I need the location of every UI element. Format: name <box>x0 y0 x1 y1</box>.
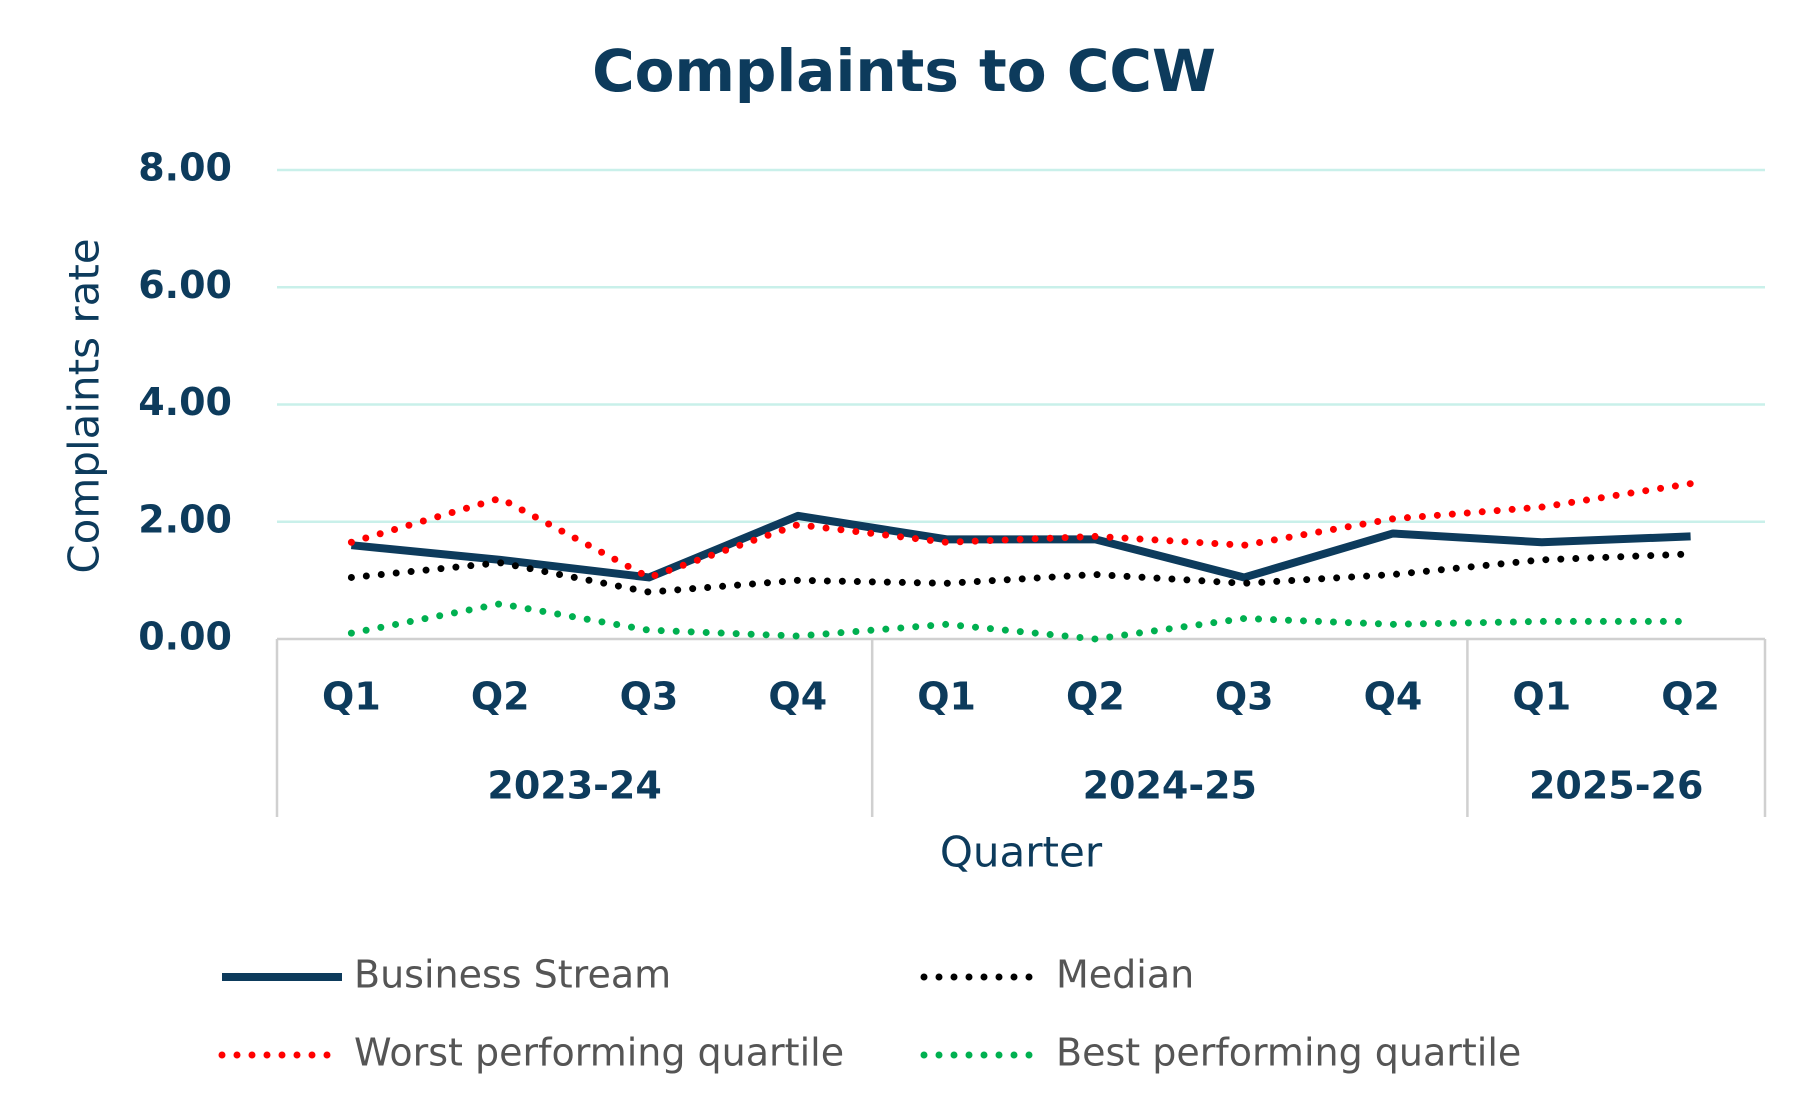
x-tick-label: Q4 <box>768 675 827 719</box>
y-tick-label: 0.00 <box>138 615 232 659</box>
x-group-label: 2023-24 <box>487 764 661 808</box>
legend-label: Worst performing quartile <box>354 1031 844 1075</box>
x-tick-label: Q4 <box>1364 675 1423 719</box>
y-tick-label: 6.00 <box>138 263 232 307</box>
series-line <box>347 550 1695 596</box>
chart-title: Complaints to CCW <box>592 37 1216 105</box>
x-tick-label: Q2 <box>471 675 530 719</box>
y-axis-title: Complaints rate <box>60 238 109 573</box>
legend-label: Median <box>1056 953 1194 997</box>
x-tick-label: Q1 <box>322 675 381 719</box>
x-tick-label: Q1 <box>1512 675 1571 719</box>
x-tick-label: Q2 <box>1661 675 1720 719</box>
series-line <box>347 480 1695 582</box>
x-tick-label: Q2 <box>1066 675 1125 719</box>
legend-label: Best performing quartile <box>1056 1031 1521 1075</box>
legend-label: Business Stream <box>354 953 671 997</box>
x-tick-label: Q3 <box>1215 675 1274 719</box>
x-tick-label: Q1 <box>917 675 976 719</box>
y-tick-label: 8.00 <box>138 146 232 190</box>
x-group-label: 2024-25 <box>1083 764 1257 808</box>
series-line <box>347 600 1695 643</box>
y-tick-label: 4.00 <box>138 380 232 424</box>
y-tick-label: 2.00 <box>138 497 232 541</box>
x-axis-title: Quarter <box>940 828 1103 877</box>
x-group-label: 2025-26 <box>1529 764 1703 808</box>
x-tick-label: Q3 <box>620 675 679 719</box>
series-line <box>351 511 1691 582</box>
